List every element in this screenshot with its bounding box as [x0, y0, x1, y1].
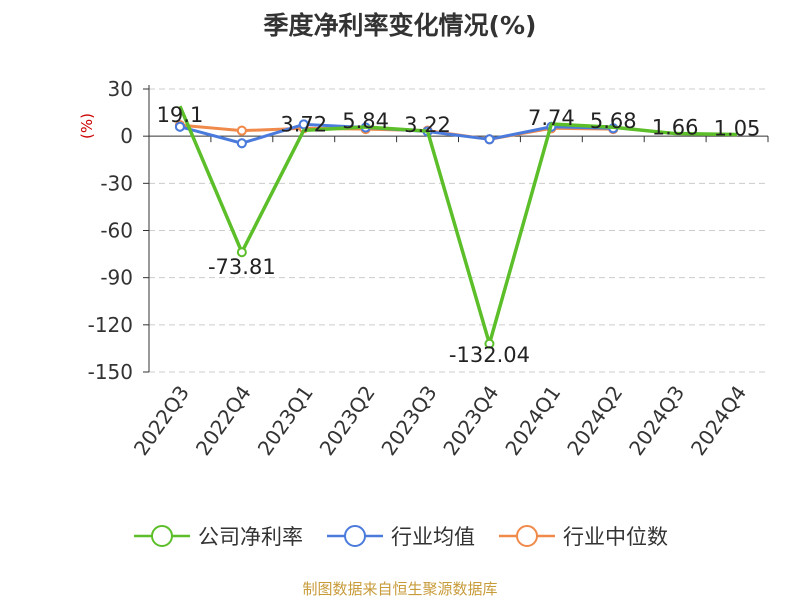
data-label: 5.68	[590, 109, 637, 133]
chart-title: 季度净利率变化情况(%)	[263, 11, 537, 40]
y-tick-label: 30	[108, 77, 133, 101]
series-line	[178, 105, 738, 346]
y-tick-label: -90	[100, 266, 133, 290]
legend-item[interactable]: 行业均值	[325, 521, 475, 551]
legend-item[interactable]: 行业中位数	[497, 521, 668, 551]
legend-label: 行业均值	[391, 525, 475, 549]
legend-swatch	[134, 525, 190, 547]
legend-label: 行业中位数	[563, 525, 668, 549]
data-label: -132.04	[449, 343, 530, 367]
x-tick-label: 2022Q4	[191, 381, 256, 460]
x-tick-label: 2024Q4	[686, 381, 751, 460]
data-point	[174, 121, 185, 132]
x-tick-label: 2023Q2	[315, 381, 380, 460]
x-tick-label: 2023Q1	[253, 381, 318, 460]
legend: 公司净利率 行业均值 行业中位数	[0, 521, 800, 551]
x-tick-label: 2023Q4	[438, 381, 503, 460]
data-point	[484, 338, 495, 349]
x-tick-label: 2024Q3	[624, 381, 689, 460]
x-tick-label: 2024Q1	[500, 381, 565, 460]
legend-swatch	[327, 525, 383, 547]
y-tick-label: -60	[100, 219, 133, 243]
x-tick-label: 2024Q2	[562, 381, 627, 460]
data-label: 1.66	[652, 116, 699, 140]
legend-item[interactable]: 公司净利率	[132, 521, 303, 551]
x-tick-label: 2022Q3	[129, 381, 194, 460]
legend-label: 公司净利率	[198, 525, 303, 549]
legend-swatch	[499, 525, 555, 547]
data-label: 1.05	[714, 117, 761, 141]
data-point	[298, 119, 309, 130]
data-label: -73.81	[208, 255, 276, 279]
source-note: 制图数据来自恒生聚源数据库	[302, 580, 498, 598]
data-label: 3.72	[280, 112, 327, 136]
y-tick-label: -150	[88, 360, 133, 384]
data-point	[484, 134, 495, 145]
data-point	[236, 138, 247, 149]
y-tick-label: -30	[100, 171, 133, 195]
data-label: 5.84	[342, 109, 389, 133]
data-label: 3.22	[404, 113, 451, 137]
x-tick-label: 2023Q3	[376, 381, 441, 460]
y-tick-label: -120	[88, 313, 133, 337]
y-axis-label: (%)	[78, 113, 96, 139]
data-label: 7.74	[528, 106, 575, 130]
data-point	[236, 125, 247, 136]
y-tick-label: 0	[120, 124, 133, 148]
data-point	[236, 247, 247, 258]
data-label: 19.1	[157, 103, 204, 127]
